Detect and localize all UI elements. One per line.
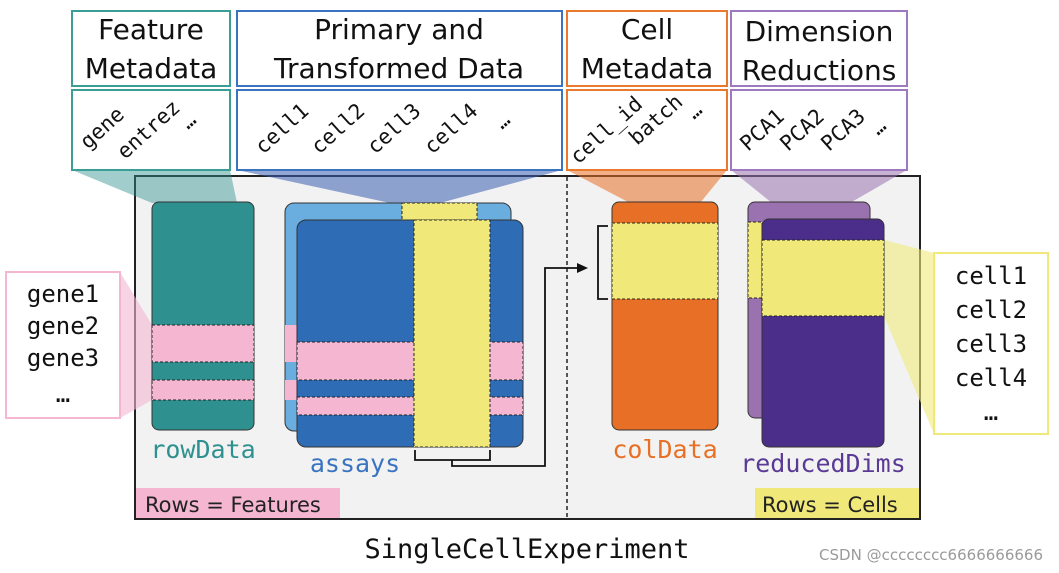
reduceddims-block: [747, 201, 885, 448]
svg-text:cell1: cell1: [955, 262, 1027, 290]
svg-text:Metadata: Metadata: [85, 52, 218, 85]
gene-funnel: [120, 272, 152, 418]
svg-text:cell3: cell3: [955, 330, 1027, 358]
svg-text:Transformed Data: Transformed Data: [273, 52, 524, 85]
primary-funnel: [237, 170, 562, 203]
dimred-funnel: [731, 170, 907, 203]
svg-text:…: …: [984, 398, 998, 426]
reduceddims-label: reducedDims: [740, 449, 906, 478]
svg-text:gene2: gene2: [27, 312, 99, 340]
connector-arrow: [414, 267, 583, 467]
rows-features-badge: [136, 488, 340, 518]
rows-cells-badge: [755, 488, 919, 518]
svg-text:…: …: [56, 380, 70, 408]
rows-cells-label: Rows = Cells: [762, 493, 898, 517]
cell-funnel-right: [884, 240, 934, 434]
svg-text:cell4: cell4: [955, 364, 1027, 392]
watermark: CSDN @cccccccc6666666666: [819, 546, 1043, 564]
cell-list-box: cell1 cell2 cell3 cell4 …: [933, 252, 1049, 435]
svg-text:Feature: Feature: [98, 13, 204, 46]
rows-features-label: Rows = Features: [145, 493, 321, 517]
feature-metadata-header: Feature Metadata gene entrez …: [71, 10, 231, 171]
diagram-title: SingleCellExperiment: [364, 534, 689, 565]
coldata-block: [611, 201, 719, 431]
svg-text:Reductions: Reductions: [742, 54, 897, 87]
svg-text:Metadata: Metadata: [581, 52, 714, 85]
assays-label: assays: [310, 449, 400, 478]
svg-text:Primary and: Primary and: [314, 13, 484, 46]
svg-text:gene1: gene1: [27, 280, 99, 308]
dimension-reductions-header: Dimension Reductions PCA1 PCA2 PCA3 …: [730, 10, 908, 171]
cell-metadata-header: Cell Metadata cell_id batch …: [565, 10, 728, 171]
svg-text:Dimension: Dimension: [745, 15, 894, 48]
svg-text:cell2: cell2: [955, 296, 1027, 324]
coldata-label: colData: [612, 435, 717, 464]
coldata-bracket: [597, 225, 608, 300]
arrowhead-icon: [577, 263, 588, 273]
assays-block: [284, 202, 524, 448]
svg-text:gene3: gene3: [27, 344, 99, 372]
cell-funnel: [567, 170, 727, 203]
gene-list-box: gene1 gene2 gene3 …: [5, 271, 121, 419]
rowdata-block: [151, 201, 255, 431]
feature-funnel: [72, 170, 237, 203]
rowdata-label: rowData: [150, 435, 255, 464]
primary-data-header: Primary and Transformed Data cell1 cell2…: [236, 10, 563, 171]
svg-text:Cell: Cell: [621, 13, 673, 46]
